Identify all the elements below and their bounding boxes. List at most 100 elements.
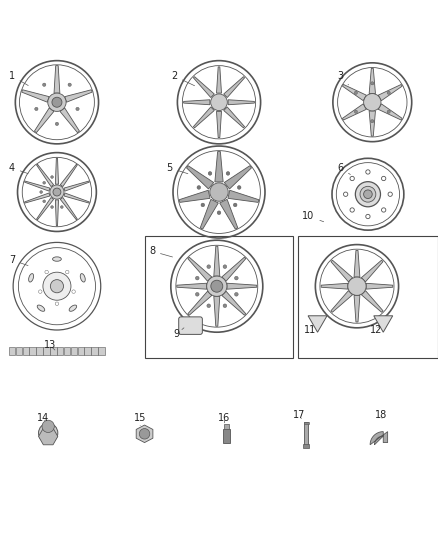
Polygon shape <box>54 66 60 93</box>
Polygon shape <box>179 190 210 203</box>
Text: 13: 13 <box>44 341 56 350</box>
Polygon shape <box>55 200 59 226</box>
Polygon shape <box>331 260 353 282</box>
Polygon shape <box>36 198 53 220</box>
Circle shape <box>43 272 71 300</box>
Circle shape <box>60 206 63 208</box>
Circle shape <box>211 94 227 110</box>
Text: 7: 7 <box>9 255 28 265</box>
Circle shape <box>234 293 238 296</box>
Circle shape <box>42 420 54 432</box>
Circle shape <box>197 185 201 189</box>
Circle shape <box>207 265 211 269</box>
Circle shape <box>366 170 370 174</box>
FancyBboxPatch shape <box>179 317 202 334</box>
Polygon shape <box>378 104 402 120</box>
Circle shape <box>50 280 64 293</box>
Bar <box>78 347 84 355</box>
Ellipse shape <box>53 257 61 261</box>
Polygon shape <box>378 84 402 101</box>
Bar <box>145 236 293 359</box>
Circle shape <box>55 302 59 305</box>
Text: 17: 17 <box>293 410 305 421</box>
Bar <box>224 424 229 429</box>
Circle shape <box>42 83 46 86</box>
Circle shape <box>233 203 237 207</box>
Polygon shape <box>369 111 375 136</box>
Circle shape <box>366 214 370 219</box>
Polygon shape <box>321 284 348 289</box>
Text: 5: 5 <box>166 163 188 174</box>
Bar <box>303 445 309 448</box>
Circle shape <box>217 211 221 215</box>
Text: 15: 15 <box>134 413 146 425</box>
Polygon shape <box>200 199 218 229</box>
Polygon shape <box>361 260 383 282</box>
Polygon shape <box>25 181 50 191</box>
Circle shape <box>237 185 241 189</box>
Bar <box>98 347 105 355</box>
Circle shape <box>39 290 42 293</box>
Polygon shape <box>361 290 383 312</box>
Polygon shape <box>331 290 353 312</box>
Bar <box>43 347 49 355</box>
Circle shape <box>50 185 64 199</box>
Polygon shape <box>228 190 259 203</box>
Polygon shape <box>177 283 207 289</box>
Polygon shape <box>228 100 254 105</box>
Polygon shape <box>25 193 50 203</box>
Circle shape <box>201 203 205 207</box>
Circle shape <box>195 276 199 280</box>
Polygon shape <box>222 257 246 281</box>
Polygon shape <box>308 316 327 332</box>
Polygon shape <box>222 291 246 315</box>
Circle shape <box>350 176 354 181</box>
Circle shape <box>208 172 212 175</box>
Circle shape <box>354 91 357 94</box>
Circle shape <box>364 94 381 111</box>
Circle shape <box>381 208 386 212</box>
Circle shape <box>207 304 211 308</box>
Circle shape <box>139 429 150 439</box>
Circle shape <box>350 208 354 212</box>
Polygon shape <box>194 77 214 98</box>
Ellipse shape <box>28 273 34 282</box>
Polygon shape <box>374 316 393 332</box>
Circle shape <box>53 188 61 196</box>
Polygon shape <box>60 198 78 220</box>
Polygon shape <box>216 111 222 138</box>
Circle shape <box>66 270 69 274</box>
Bar <box>71 347 77 355</box>
Bar <box>22 347 29 355</box>
Circle shape <box>387 91 390 94</box>
Circle shape <box>72 290 75 293</box>
Text: 12: 12 <box>370 325 382 335</box>
Polygon shape <box>224 166 251 189</box>
Circle shape <box>39 423 58 442</box>
Polygon shape <box>214 296 220 326</box>
Circle shape <box>43 200 46 203</box>
Bar <box>298 236 438 359</box>
Circle shape <box>381 176 386 181</box>
Polygon shape <box>60 108 79 133</box>
Circle shape <box>223 265 227 269</box>
Polygon shape <box>220 199 238 229</box>
Bar <box>16 347 22 355</box>
Polygon shape <box>214 246 220 276</box>
Text: 8: 8 <box>149 246 173 257</box>
Polygon shape <box>224 107 244 128</box>
Bar <box>304 422 308 446</box>
Circle shape <box>234 276 238 280</box>
Circle shape <box>360 187 376 202</box>
Text: 3: 3 <box>337 71 349 85</box>
Circle shape <box>348 277 366 295</box>
Circle shape <box>40 191 42 193</box>
Text: 2: 2 <box>171 71 194 86</box>
Bar <box>64 347 70 355</box>
Polygon shape <box>227 283 257 289</box>
Text: 10: 10 <box>302 211 324 222</box>
Ellipse shape <box>69 305 77 311</box>
Bar <box>57 347 64 355</box>
Text: 18: 18 <box>374 410 387 421</box>
Bar <box>92 347 98 355</box>
